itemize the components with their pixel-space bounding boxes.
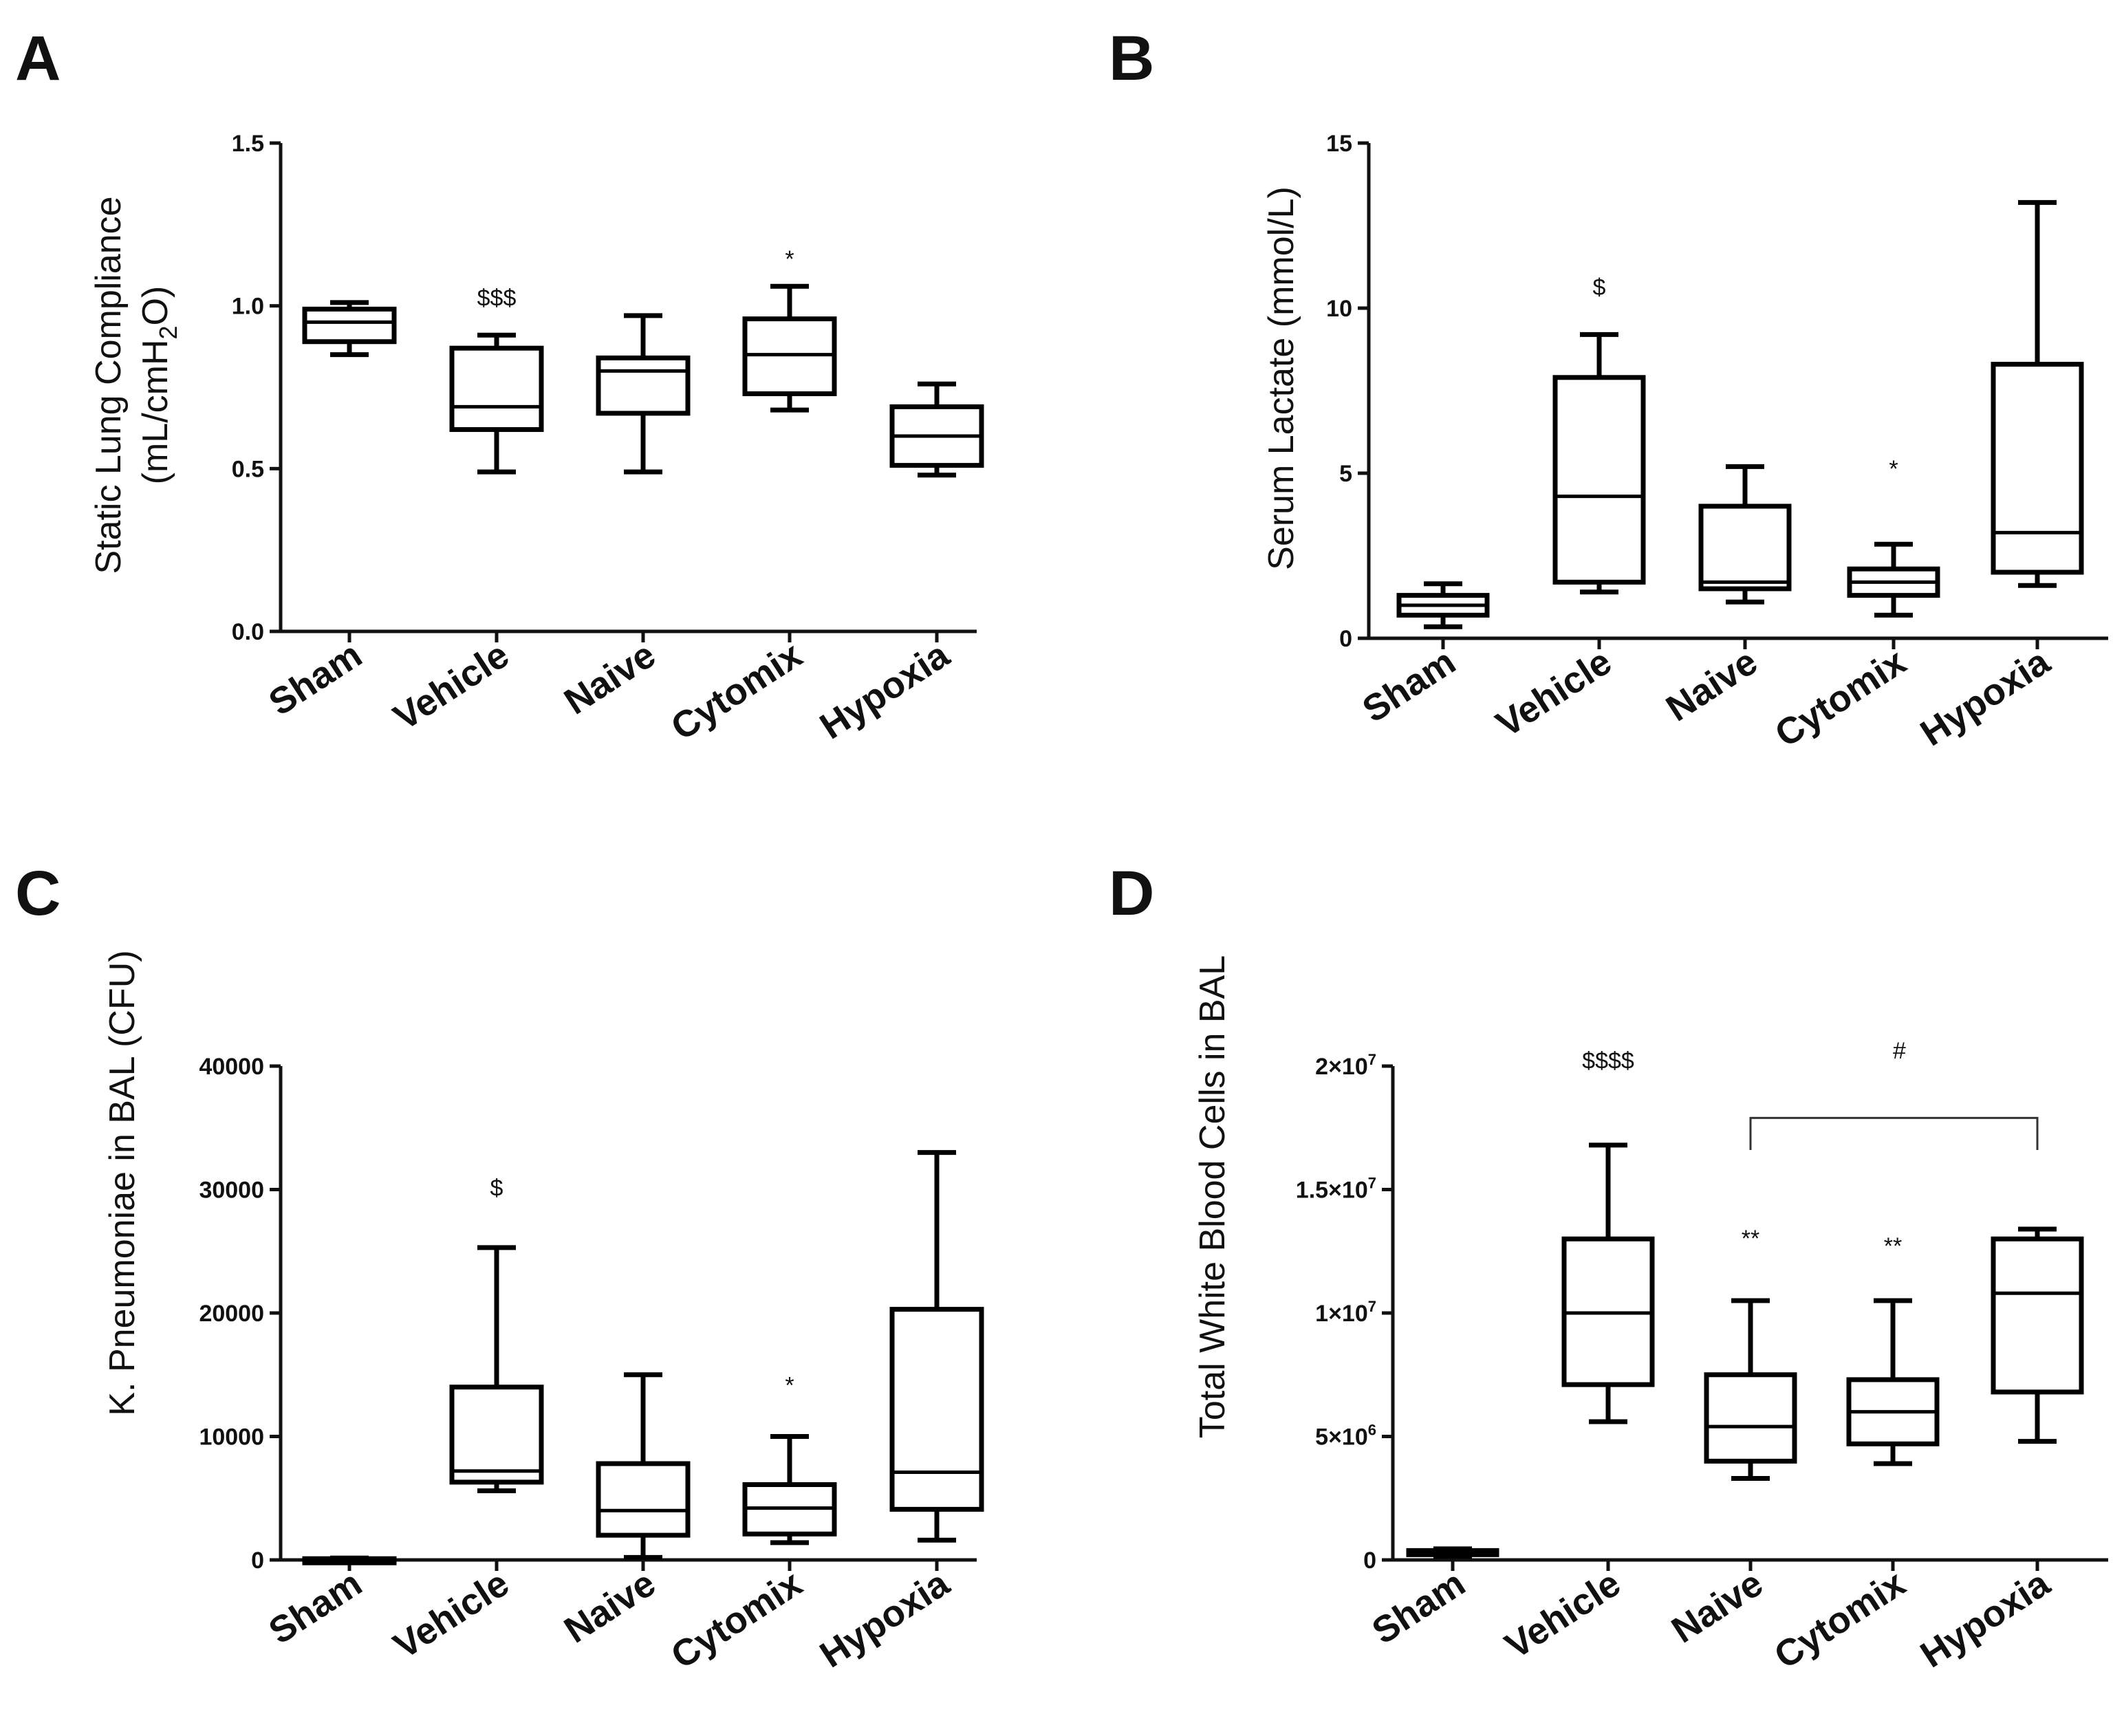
box-plot-cytomix	[742, 283, 837, 413]
y-tick-label-exponent: 6	[1368, 1422, 1376, 1439]
y-tick-label-base: 10000	[199, 1424, 264, 1451]
iqr-box	[1991, 362, 2084, 575]
y-tick-label: 0	[1339, 626, 1352, 652]
box-plot-hypoxia	[889, 1150, 984, 1543]
y-tick-label: 0	[1363, 1548, 1376, 1574]
y-tick-label-exponent: 7	[1368, 1298, 1376, 1315]
box-plot-cytomix	[1847, 541, 1940, 618]
bracket-significance-marker: #	[1893, 1038, 1906, 1064]
significance-marker: *	[785, 1373, 794, 1399]
panel-c-y-axis-label: K. Pneumoniae in BAL (CFU)	[102, 950, 142, 1415]
box-plot-hypoxia	[1991, 199, 2084, 588]
y-tick-label: 10000	[199, 1424, 264, 1451]
box-plot-naive	[596, 313, 691, 475]
significance-marker: $	[1593, 274, 1606, 301]
y-tick-label-base: 40000	[199, 1054, 264, 1080]
significance-marker: $$$$	[1582, 1048, 1634, 1074]
panel-letter-d: D	[1109, 858, 1154, 929]
y-tick-label-base: 5×10	[1315, 1424, 1368, 1451]
panel-a-y-axis-label: Static Lung Compliance (mL/cmH2O)	[89, 196, 182, 574]
iqr-box	[596, 355, 691, 416]
y-tick-label: 40000	[199, 1054, 264, 1080]
y-tick-label: 10	[1326, 296, 1352, 322]
y-tick-label: 1.5	[232, 131, 264, 157]
box-plot-vehicle	[449, 332, 544, 475]
box-plot-sham	[302, 1555, 397, 1565]
panel-a-ylabel-line1: Static Lung Compliance	[89, 196, 129, 574]
y-tick-label-base: 2×10	[1315, 1054, 1368, 1080]
box-plot-hypoxia	[889, 381, 984, 478]
panel-a-ylabel-line2: (mL/cmH2O)	[136, 286, 182, 485]
box-plot-sham	[1406, 1546, 1499, 1559]
y-tick-label: 1×107	[1315, 1298, 1376, 1327]
y-tick-label-exponent: 7	[1368, 1051, 1376, 1068]
box-plot-vehicle	[1552, 332, 1646, 595]
iqr-box	[449, 345, 544, 433]
significance-marker: *	[1889, 456, 1898, 482]
significance-marker: **	[1742, 1226, 1759, 1252]
y-tick-label-base: 1.5	[232, 131, 264, 157]
significance-marker: **	[1884, 1233, 1902, 1259]
y-tick-label: 1.0	[232, 294, 264, 320]
y-tick-label-base: 0	[1363, 1548, 1376, 1574]
box-plot-cytomix	[742, 1434, 837, 1545]
iqr-box	[596, 1461, 691, 1538]
y-tick-label: 2×107	[1315, 1051, 1376, 1080]
panel-letter-b: B	[1109, 23, 1154, 94]
box-plot-sham	[1396, 581, 1490, 629]
box-plot-cytomix	[1846, 1298, 1940, 1466]
iqr-box	[889, 1307, 984, 1512]
significance-marker: $$$	[477, 285, 517, 312]
panel-a-ylabel-line2-pre: (mL/cmH	[136, 339, 175, 484]
significance-marker: *	[785, 246, 794, 272]
box-plot-vehicle	[1561, 1142, 1655, 1424]
y-tick-label-base: 30000	[199, 1178, 264, 1204]
panel-letter-c: C	[15, 858, 61, 929]
iqr-box	[1704, 1372, 1797, 1464]
y-tick-label: 15	[1326, 131, 1352, 157]
panel-a-ylabel-line2-sub: 2	[154, 325, 182, 339]
box-plot-hypoxia	[1991, 1226, 2084, 1444]
iqr-box	[1991, 1236, 2084, 1395]
box-plot-naive	[1704, 1298, 1797, 1482]
y-tick-label-base: 10	[1326, 296, 1352, 322]
box-plot-vehicle	[449, 1245, 544, 1493]
iqr-box	[1698, 503, 1792, 592]
y-tick-label: 0.0	[232, 619, 264, 645]
y-tick-label: 30000	[199, 1178, 264, 1204]
y-tick-label-base: 0	[1339, 626, 1352, 652]
iqr-box	[449, 1385, 544, 1485]
significance-marker: $	[490, 1175, 503, 1201]
y-tick-label: 1.5×107	[1296, 1175, 1376, 1204]
y-tick-label-exponent: 7	[1368, 1175, 1376, 1192]
box-plot-naive	[596, 1372, 691, 1560]
iqr-box	[302, 306, 397, 345]
y-tick-label: 0.5	[232, 456, 264, 482]
y-tick-label-base: 15	[1326, 131, 1352, 157]
y-tick-label-base: 0.5	[232, 456, 264, 482]
y-tick-label: 5	[1339, 461, 1352, 487]
box-plot-sham	[302, 300, 397, 358]
y-tick-label-base: 0	[251, 1548, 264, 1574]
y-tick-label-base: 0.0	[232, 619, 264, 645]
y-tick-label-base: 1.5×10	[1296, 1178, 1368, 1204]
panel-letter-a: A	[15, 23, 61, 94]
panel-b-y-axis-label: Serum Lactate (mmol/L)	[1261, 186, 1301, 570]
box-plot-naive	[1698, 464, 1792, 605]
panel-d-y-axis-label: Total White Blood Cells in BAL	[1193, 955, 1233, 1438]
y-tick-label-base: 20000	[199, 1301, 264, 1327]
y-tick-label-base: 5	[1339, 461, 1352, 487]
y-tick-label-base: 1.0	[232, 294, 264, 320]
comparison-bracket	[1749, 1116, 2039, 1151]
y-tick-label: 0	[251, 1548, 264, 1574]
iqr-box	[1552, 375, 1646, 585]
y-tick-label: 5×106	[1315, 1422, 1376, 1451]
y-tick-label-base: 1×10	[1315, 1301, 1368, 1327]
panel-a-ylabel-line2-post: O)	[136, 286, 175, 326]
y-tick-label: 20000	[199, 1301, 264, 1327]
